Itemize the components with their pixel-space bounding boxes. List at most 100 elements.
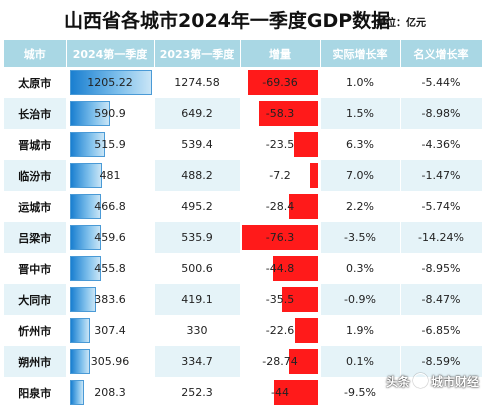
increment-bar bbox=[259, 101, 318, 126]
increment-cell: -35.5 bbox=[240, 284, 321, 315]
table-row: 太原市 1205.22 1274.58 -69.36 1.0% -5.44% bbox=[4, 67, 483, 98]
gdp-2023-cell: 252.3 bbox=[154, 377, 241, 408]
real-growth-cell: 0.3% bbox=[320, 253, 401, 284]
increment-cell: -58.3 bbox=[240, 98, 321, 129]
header-increment: 增量 bbox=[240, 40, 321, 67]
nominal-growth-cell: -5.74% bbox=[400, 191, 483, 222]
gdp-2024-cell: 515.9 bbox=[66, 129, 155, 160]
gdp-2023-cell: 500.6 bbox=[154, 253, 241, 284]
city-cell: 朔州市 bbox=[4, 346, 67, 377]
increment-bar bbox=[248, 70, 318, 95]
gdp-2023-cell: 495.2 bbox=[154, 191, 241, 222]
gdp-2023-cell: 535.9 bbox=[154, 222, 241, 253]
table-row: 运城市 466.8 495.2 -28.4 2.2% -5.74% bbox=[4, 191, 483, 222]
page-title: 山西省各城市2024年一季度GDP数据 bbox=[64, 10, 391, 32]
gdp-2024-value: 455.8 bbox=[94, 262, 126, 275]
unit-label: 单位：亿元 bbox=[376, 18, 426, 29]
nominal-growth-cell: -8.59% bbox=[400, 346, 483, 377]
increment-value: -28.74 bbox=[262, 355, 298, 368]
increment-bar bbox=[310, 163, 318, 188]
nominal-growth-cell: -8.98% bbox=[400, 98, 483, 129]
gdp-2024-value: 481 bbox=[99, 169, 121, 182]
increment-value: -76.3 bbox=[265, 231, 295, 244]
header-gdp-2024: 2024第一季度 bbox=[66, 40, 155, 67]
table-row: 朔州市 305.96 334.7 -28.74 0.1% -8.59% bbox=[4, 346, 483, 377]
gdp-2024-bar bbox=[69, 256, 101, 281]
watermark-logo-icon bbox=[413, 373, 429, 388]
header-real-growth: 实际增长率 bbox=[320, 40, 401, 67]
gdp-2024-cell: 305.96 bbox=[66, 346, 155, 377]
real-growth-cell: 1.5% bbox=[320, 98, 401, 129]
table-row: 晋城市 515.9 539.4 -23.5 6.3% -4.36% bbox=[4, 129, 483, 160]
increment-value: -7.2 bbox=[269, 169, 291, 182]
gdp-2024-bar bbox=[69, 380, 84, 405]
increment-bar bbox=[294, 132, 318, 157]
real-growth-cell: 1.0% bbox=[320, 67, 401, 98]
real-growth-cell: 0.1% bbox=[320, 346, 401, 377]
increment-cell: -76.3 bbox=[240, 222, 321, 253]
gdp-2024-bar bbox=[69, 132, 105, 157]
gdp-2024-value: 307.4 bbox=[94, 324, 126, 337]
table-body: 太原市 1205.22 1274.58 -69.36 1.0% -5.44% 长治市 590.… bbox=[4, 67, 483, 408]
nominal-growth-cell: -5.44% bbox=[400, 67, 483, 98]
gdp-2024-value: 208.3 bbox=[94, 386, 126, 399]
increment-value: -28.4 bbox=[265, 200, 295, 213]
header-gdp-2023: 2023第一季度 bbox=[154, 40, 241, 67]
city-cell: 忻州市 bbox=[4, 315, 67, 346]
gdp-2024-bar bbox=[69, 70, 152, 95]
real-growth-cell: 2.2% bbox=[320, 191, 401, 222]
gdp-2024-bar bbox=[69, 225, 101, 250]
gdp-2024-cell: 1205.22 bbox=[66, 67, 155, 98]
gdp-2024-bar bbox=[69, 101, 110, 126]
gdp-2024-bar bbox=[69, 349, 91, 374]
increment-value: -69.36 bbox=[262, 76, 298, 89]
gdp-2024-cell: 466.8 bbox=[66, 191, 155, 222]
increment-cell: -28.4 bbox=[240, 191, 321, 222]
gdp-2024-value: 515.9 bbox=[94, 138, 126, 151]
watermark-handle: 城市财经 bbox=[431, 375, 480, 389]
increment-value: -22.6 bbox=[265, 324, 295, 337]
nominal-growth-cell: -4.36% bbox=[400, 129, 483, 160]
nominal-growth-cell: -1.47% bbox=[400, 160, 483, 191]
real-growth-cell: -3.5% bbox=[320, 222, 401, 253]
gdp-2024-bar bbox=[69, 318, 91, 343]
real-growth-cell: 7.0% bbox=[320, 160, 401, 191]
increment-value: -58.3 bbox=[265, 107, 295, 120]
increment-bar bbox=[295, 318, 318, 343]
gdp-2023-cell: 488.2 bbox=[154, 160, 241, 191]
gdp-2024-cell: 307.4 bbox=[66, 315, 155, 346]
increment-cell: -28.74 bbox=[240, 346, 321, 377]
gdp-2024-cell: 383.6 bbox=[66, 284, 155, 315]
increment-bar bbox=[288, 349, 318, 374]
gdp-2024-cell: 590.9 bbox=[66, 98, 155, 129]
gdp-2024-cell: 455.8 bbox=[66, 253, 155, 284]
watermark-prefix: 头条 bbox=[386, 375, 411, 389]
table-row: 临汾市 481 488.2 -7.2 7.0% -1.47% bbox=[4, 160, 483, 191]
increment-value: -44.8 bbox=[265, 262, 295, 275]
increment-value: -44 bbox=[271, 386, 289, 399]
gdp-2024-bar bbox=[69, 163, 103, 188]
increment-cell: -44.8 bbox=[240, 253, 321, 284]
nominal-growth-cell: -8.95% bbox=[400, 253, 483, 284]
nominal-growth-cell: -8.47% bbox=[400, 284, 483, 315]
gdp-2024-value: 459.6 bbox=[94, 231, 126, 244]
city-cell: 临汾市 bbox=[4, 160, 67, 191]
city-cell: 长治市 bbox=[4, 98, 67, 129]
gdp-2023-cell: 1274.58 bbox=[154, 67, 241, 98]
gdp-2024-cell: 481 bbox=[66, 160, 155, 191]
city-cell: 晋中市 bbox=[4, 253, 67, 284]
table-row: 吕梁市 459.6 535.9 -76.3 -3.5% -14.24% bbox=[4, 222, 483, 253]
gdp-2024-cell: 208.3 bbox=[66, 377, 155, 408]
gdp-2024-bar bbox=[69, 194, 102, 219]
increment-cell: -69.36 bbox=[240, 67, 321, 98]
gdp-2024-cell: 459.6 bbox=[66, 222, 155, 253]
gdp-2024-value: 590.9 bbox=[94, 107, 126, 120]
gdp-2023-cell: 539.4 bbox=[154, 129, 241, 160]
increment-bar bbox=[282, 287, 318, 312]
gdp-2024-value: 383.6 bbox=[94, 293, 126, 306]
city-cell: 太原市 bbox=[4, 67, 67, 98]
gdp-table: 城市 2024第一季度 2023第一季度 增量 实际增长率 名义增长率 太原市 1… bbox=[4, 40, 483, 408]
gdp-2023-cell: 330 bbox=[154, 315, 241, 346]
increment-bar bbox=[241, 225, 318, 250]
real-growth-cell: 1.9% bbox=[320, 315, 401, 346]
